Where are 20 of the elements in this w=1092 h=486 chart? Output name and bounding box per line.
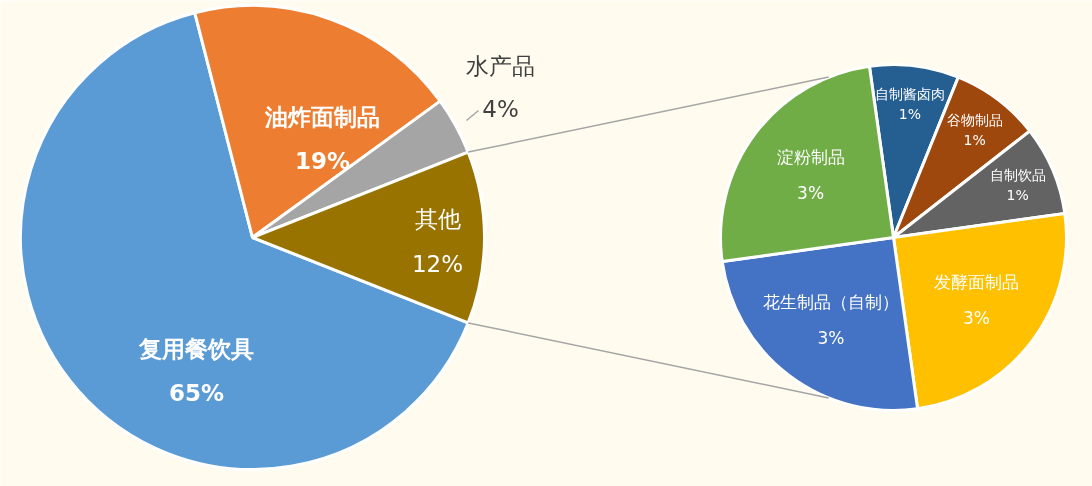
slice-label: 花生制品（自制） bbox=[763, 292, 900, 313]
data-label: 12% bbox=[411, 250, 464, 277]
slice-label: 油炸面制品 bbox=[264, 103, 380, 130]
slice-label: 谷物制品 bbox=[946, 111, 1003, 128]
data-label: 65% bbox=[168, 379, 225, 406]
data-label: 3% bbox=[962, 307, 990, 328]
data-label: 1% bbox=[1006, 186, 1029, 203]
data-label: 3% bbox=[817, 328, 845, 349]
slice-label: 水产品 bbox=[466, 52, 535, 79]
slice-label: 其他 bbox=[414, 205, 461, 232]
data-label: 3% bbox=[797, 183, 825, 204]
data-label: 19% bbox=[294, 147, 351, 174]
data-label: 4% bbox=[482, 95, 519, 122]
slice-label: 淀粉制品 bbox=[776, 147, 845, 168]
slice-label: 自制酱卤肉 bbox=[874, 85, 945, 102]
slice-label: 发酵面制品 bbox=[933, 271, 1019, 292]
slice-label: 自制饮品 bbox=[989, 166, 1046, 183]
data-label: 1% bbox=[963, 131, 986, 148]
slice-label: 复用餐饮具 bbox=[138, 335, 254, 362]
data-label: 1% bbox=[898, 105, 922, 122]
